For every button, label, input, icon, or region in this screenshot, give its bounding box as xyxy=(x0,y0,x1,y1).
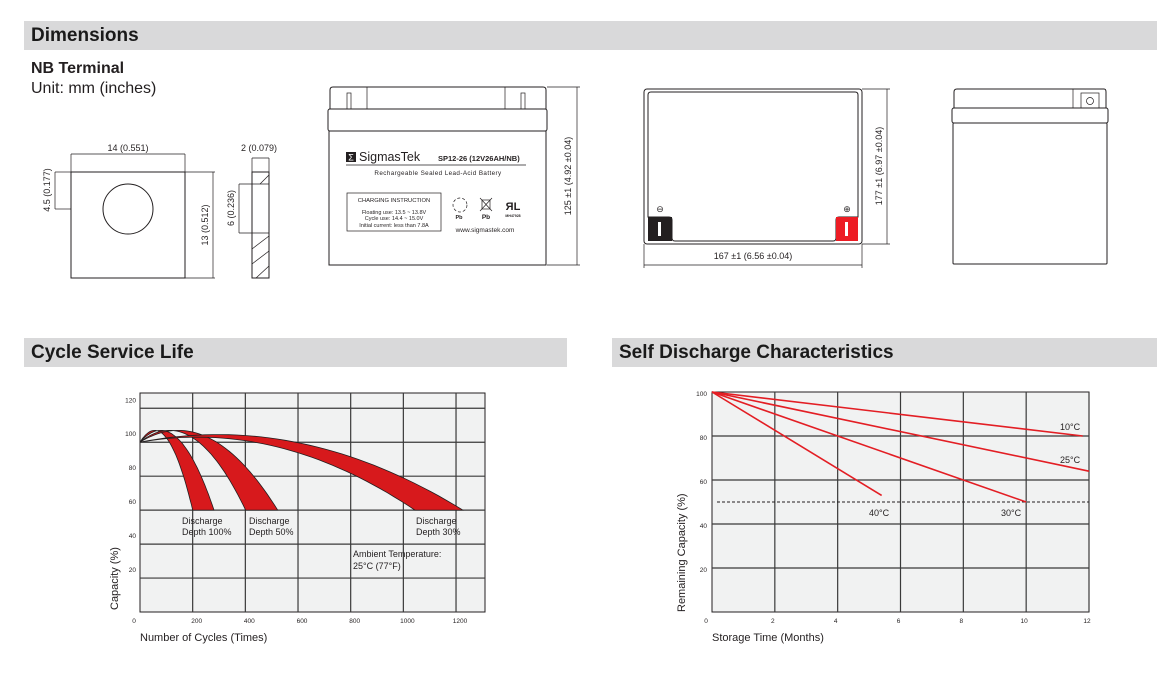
discharge-band xyxy=(139,430,279,511)
series-line xyxy=(711,391,1027,503)
svg-text:MH47928: MH47928 xyxy=(505,214,520,218)
x-tick-label: 200 xyxy=(191,618,202,625)
charging-line: Cycle use: 14.4 ~ 15.0V xyxy=(365,216,424,222)
section-header-self-discharge: Self Discharge Characteristics xyxy=(612,338,1157,367)
series-label: Discharge xyxy=(182,516,223,526)
x-tick-label: 4 xyxy=(834,618,838,625)
self-discharge-chart: 0 2 4 6 8 10 12 20 40 60 80 100 Storage Time (Months… xyxy=(676,391,1091,644)
annotation-text: 25°C (77°F) xyxy=(353,561,401,571)
battery-front-view: Σ SigmasTek SP12-26 (12V26AH/NB) Recharg… xyxy=(327,86,580,266)
model-label: SP12-26 (12V26AH/NB) xyxy=(438,154,520,163)
website: www.sigmastek.com xyxy=(455,227,515,234)
section-header-dimensions: Dimensions xyxy=(24,21,1157,50)
x-tick-label: 2 xyxy=(771,618,775,625)
series-label: 30°C xyxy=(1001,508,1022,518)
y-tick-label: 80 xyxy=(700,435,708,442)
y-tick-label: 80 xyxy=(129,465,137,472)
y-tick-label: 40 xyxy=(700,523,708,530)
svg-text:Pb: Pb xyxy=(482,214,490,221)
annotation-text: Ambient Temperature: xyxy=(353,549,441,559)
y-tick-label: 40 xyxy=(129,533,137,540)
y-tick-label: 60 xyxy=(129,499,137,506)
terminal-thickness-dim: 2 (0.079) xyxy=(241,143,277,153)
battery-width-dim: 167 ±1 (6.56 ±0.04) xyxy=(714,251,792,261)
x-tick-label: 0 xyxy=(704,618,708,625)
series-label: 25°C xyxy=(1060,455,1081,465)
x-tick-label: 600 xyxy=(297,618,308,625)
section-header-cycle-life: Cycle Service Life xyxy=(24,338,567,367)
x-tick-label: 0 xyxy=(132,618,136,625)
battery-length-dim: 177 ±1 (6.97 ±0.04) xyxy=(874,127,884,205)
positive-symbol-icon: ⊕ xyxy=(843,204,851,214)
y-axis-label: Remaining Capacity (%) xyxy=(676,493,688,612)
y-tick-label: 120 xyxy=(125,397,136,404)
series-label: 40°C xyxy=(869,508,890,518)
terminal-width-dim: 14 (0.551) xyxy=(107,143,148,153)
terminal-hole-offset-dim: 4.5 (0.177) xyxy=(42,168,52,212)
series-label: Depth 50% xyxy=(249,527,294,537)
y-tick-label: 100 xyxy=(696,391,707,398)
x-tick-label: 8 xyxy=(960,618,964,625)
x-tick-label: 1000 xyxy=(400,618,415,625)
battery-height-dim: 125 ±1 (4.92 ±0.04) xyxy=(563,137,573,215)
brand-logo-icon xyxy=(346,152,356,162)
ul-mark-icon: ЯL xyxy=(506,201,521,213)
series-line xyxy=(711,391,883,497)
charging-title: CHARGING INSTRUCTION xyxy=(358,198,430,204)
unit-label: Unit: mm (inches) xyxy=(31,80,157,97)
series-label: Discharge xyxy=(249,516,290,526)
series-line xyxy=(711,391,1090,472)
x-axis-label: Number of Cycles (Times) xyxy=(140,632,267,644)
brand-name: SigmasTek xyxy=(359,150,421,164)
charging-line: Initial current: less than 7.8A xyxy=(359,223,429,229)
charging-line: Floating use: 13.5 ~ 13.8V xyxy=(362,210,427,216)
x-tick-label: 400 xyxy=(244,618,255,625)
x-tick-label: 1200 xyxy=(453,618,468,625)
series-label: Discharge xyxy=(416,516,457,526)
x-tick-label: 12 xyxy=(1083,618,1091,625)
cycle-life-chart: 0 200 400 600 800 1000 1200 20 40 60 80 100 120 Numbe… xyxy=(109,392,486,644)
terminal-hole-size-dim: 6 (0.236) xyxy=(226,190,236,226)
x-tick-label: 6 xyxy=(897,618,901,625)
y-tick-label: 20 xyxy=(129,567,137,574)
series-line xyxy=(711,391,1083,437)
recycle-icon xyxy=(452,197,468,213)
discharge-band xyxy=(139,434,465,511)
x-axis-label: Storage Time (Months) xyxy=(712,632,824,644)
battery-top-view: ⊖ ⊕ 177 ±1 (6.97 ±0.04) 167 ±1 (6.56 ±0.… xyxy=(643,88,890,268)
battery-description: Rechargeable Sealed Lead-Acid Battery xyxy=(374,170,502,177)
x-tick-label: 800 xyxy=(349,618,360,625)
y-tick-label: 60 xyxy=(700,479,708,486)
y-tick-label: 100 xyxy=(125,431,136,438)
battery-side-view xyxy=(951,88,1109,265)
y-axis-label: Capacity (%) xyxy=(109,547,121,610)
y-tick-label: 20 xyxy=(700,567,708,574)
svg-text:Σ: Σ xyxy=(348,153,354,163)
svg-text:Pb: Pb xyxy=(455,215,463,221)
series-label: Depth 100% xyxy=(182,527,232,537)
series-label: Depth 30% xyxy=(416,527,461,537)
crossed-bin-icon xyxy=(479,197,493,212)
terminal-title: NB Terminal xyxy=(31,60,125,77)
terminal-side-view: 2 (0.079) 6 (0.236) xyxy=(226,143,277,279)
terminal-front-view: 14 (0.551) 4.5 (0.177) 13 (0.512) xyxy=(42,143,215,279)
terminal-height-dim: 13 (0.512) xyxy=(200,204,210,245)
series-label: 10°C xyxy=(1060,422,1081,432)
x-tick-label: 10 xyxy=(1021,618,1029,625)
negative-symbol-icon: ⊖ xyxy=(656,204,664,214)
